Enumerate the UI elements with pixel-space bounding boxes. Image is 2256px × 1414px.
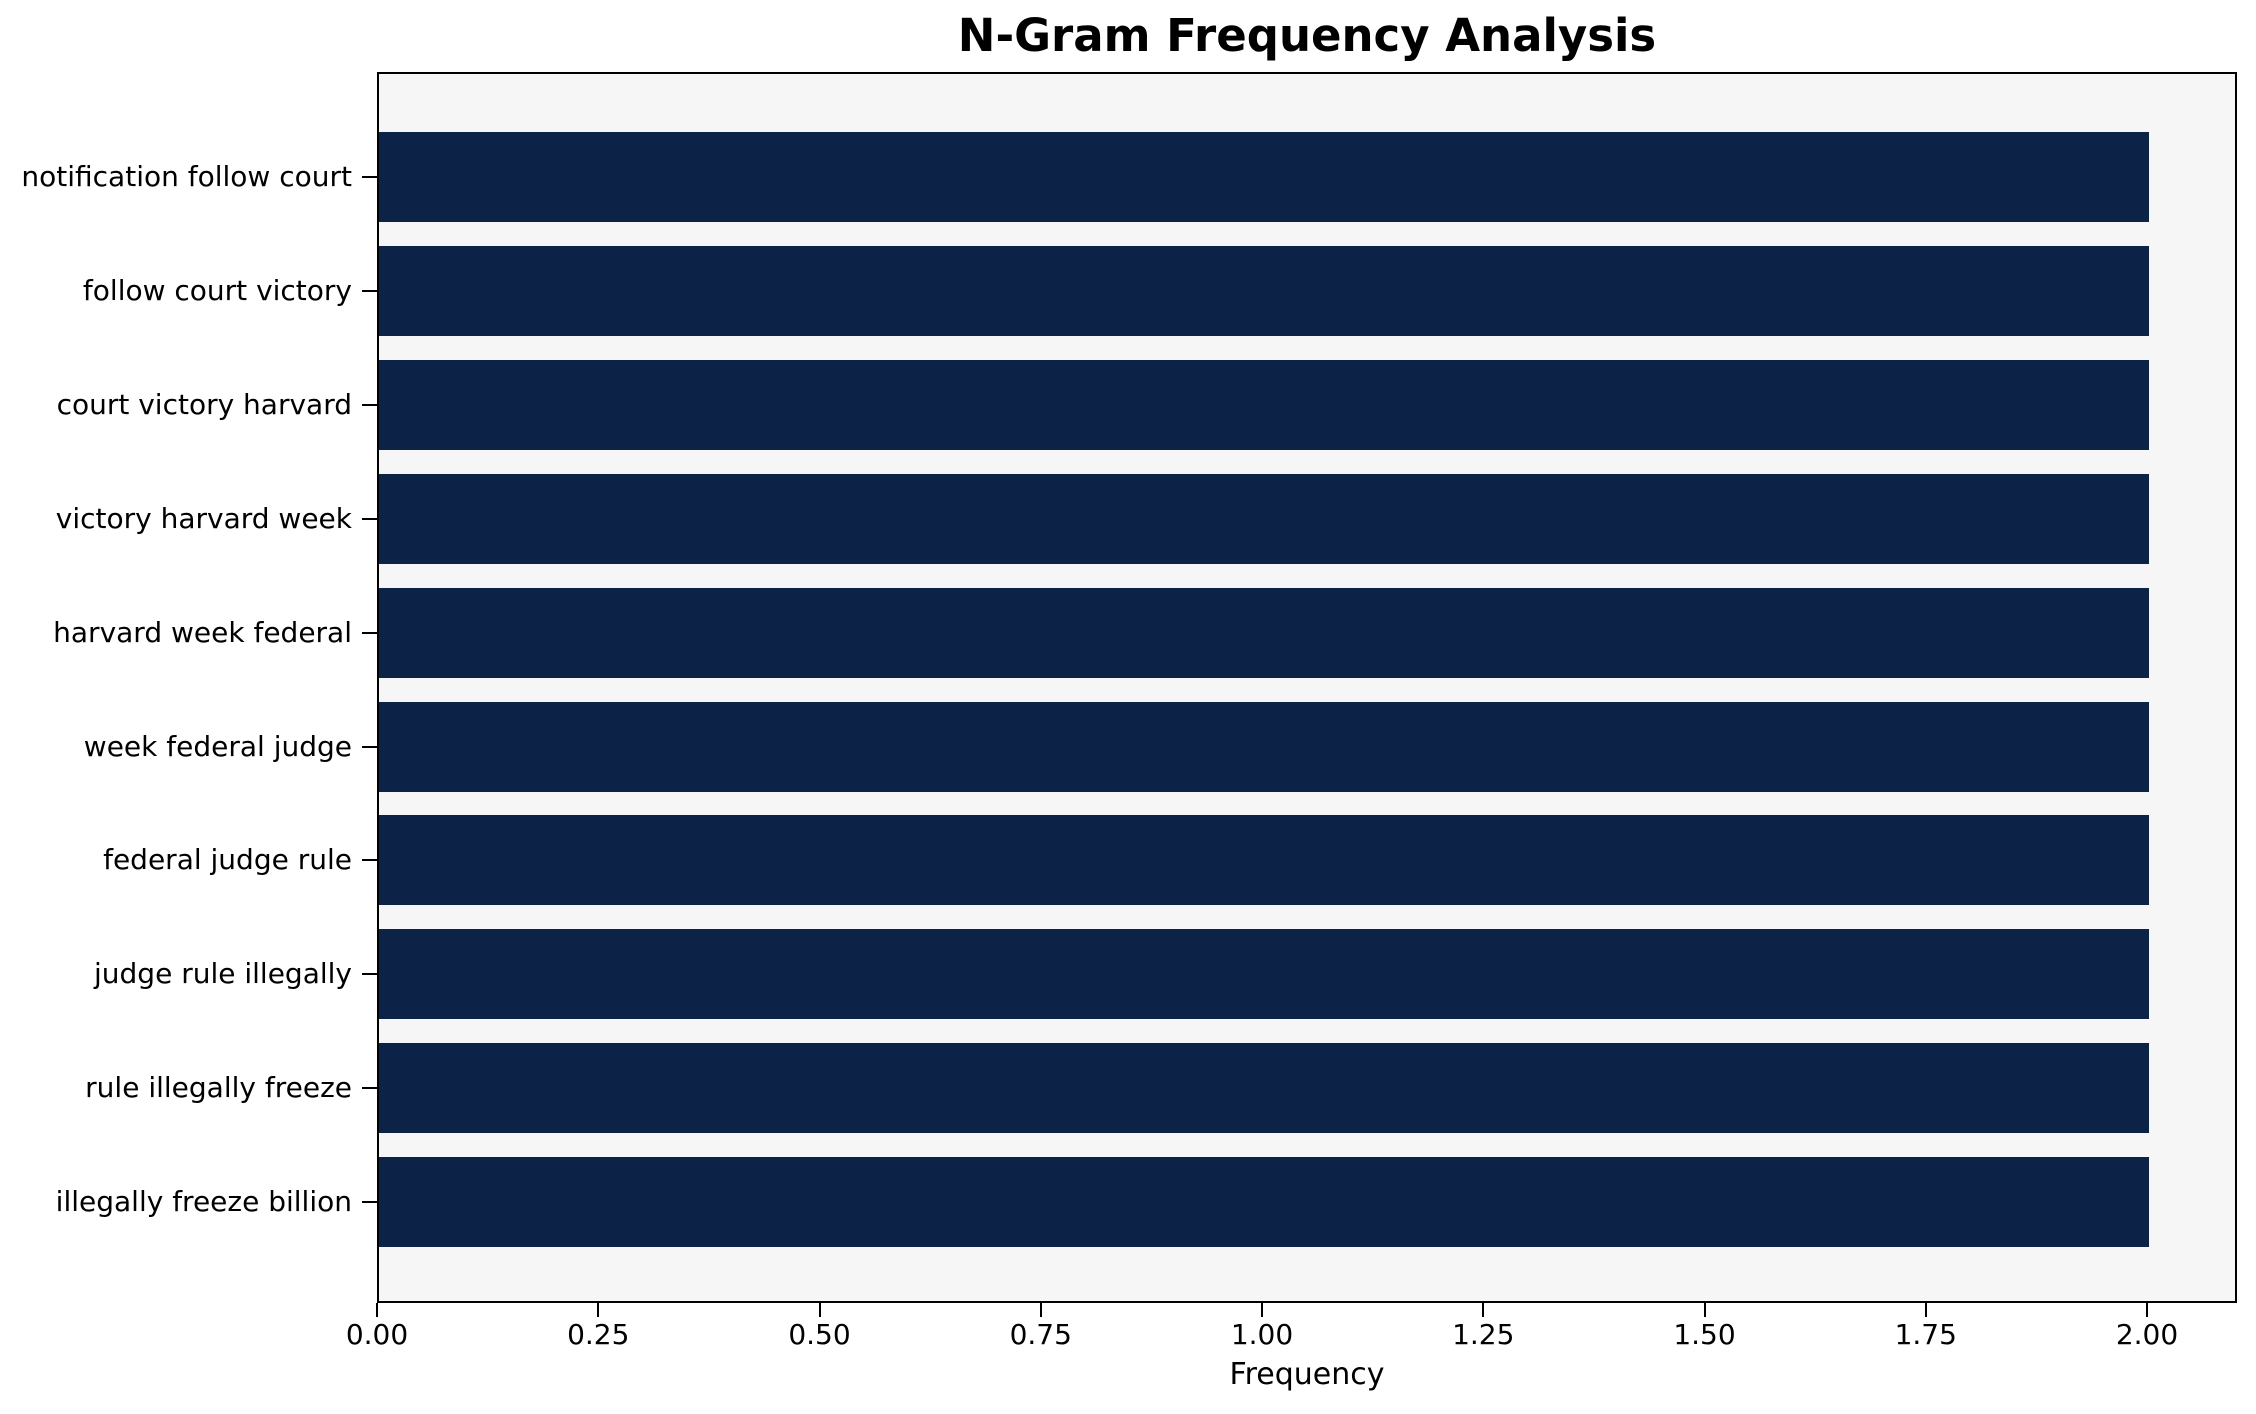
- y-axis-tick: [362, 1201, 377, 1204]
- y-axis-label: victory harvard week: [55, 501, 352, 535]
- y-axis-tick: [362, 176, 377, 178]
- y-axis-label: rule illegally freeze: [85, 1071, 352, 1105]
- bar: [379, 132, 2149, 222]
- chart-title: N-Gram Frequency Analysis: [957, 9, 1657, 62]
- x-axis-tick: [818, 1303, 821, 1317]
- y-axis-tick: [362, 745, 377, 748]
- y-axis-tick: [362, 973, 377, 976]
- x-axis-tick: [1261, 1303, 1263, 1317]
- x-tick-label: 1.75: [1894, 1318, 1957, 1351]
- y-axis-label: follow court victory: [82, 273, 352, 307]
- x-tick-label: 2.00: [2115, 1318, 2179, 1351]
- x-axis-tick: [1039, 1303, 1042, 1317]
- bar: [379, 701, 2149, 792]
- x-tick-label: 0.00: [345, 1318, 409, 1351]
- bar: [379, 587, 2149, 678]
- x-tick-label: 1.25: [1452, 1318, 1515, 1351]
- x-tick-label: 0.25: [567, 1318, 630, 1351]
- plot-area: [377, 72, 2237, 1303]
- x-axis-tick: [2146, 1303, 2148, 1317]
- y-axis-tick: [362, 403, 377, 406]
- y-axis-label: federal judge rule: [103, 843, 352, 877]
- bar: [379, 815, 2149, 906]
- y-axis-tick: [362, 289, 377, 292]
- y-axis-tick: [362, 859, 377, 862]
- bar: [379, 929, 2149, 1020]
- x-axis-label: Frequency: [1229, 1357, 1385, 1392]
- y-axis-label: harvard week federal: [53, 615, 352, 649]
- y-axis-label: week federal judge: [83, 729, 352, 763]
- x-axis-tick: [597, 1303, 600, 1317]
- x-axis-tick: [1924, 1303, 1927, 1317]
- x-axis-tick: [376, 1303, 378, 1317]
- y-axis-tick: [362, 517, 377, 520]
- bar: [379, 245, 2149, 336]
- y-axis-label: court victory harvard: [56, 387, 352, 421]
- bar: [379, 473, 2149, 564]
- x-axis-tick: [1482, 1303, 1485, 1317]
- bar: [379, 359, 2149, 450]
- y-axis-tick: [362, 631, 377, 634]
- y-axis-label: notification follow court: [21, 160, 352, 193]
- y-axis-label: illegally freeze billion: [55, 1185, 352, 1219]
- bar: [379, 1043, 2149, 1134]
- y-axis-tick: [362, 1087, 377, 1090]
- x-tick-label: 1.00: [1230, 1318, 1294, 1351]
- x-axis-tick: [1703, 1303, 1706, 1317]
- y-axis-label: judge rule illegally: [94, 957, 352, 991]
- bar: [379, 1157, 2149, 1248]
- x-tick-label: 1.50: [1673, 1318, 1736, 1351]
- x-tick-label: 0.50: [788, 1318, 851, 1351]
- x-tick-label: 0.75: [1009, 1318, 1072, 1351]
